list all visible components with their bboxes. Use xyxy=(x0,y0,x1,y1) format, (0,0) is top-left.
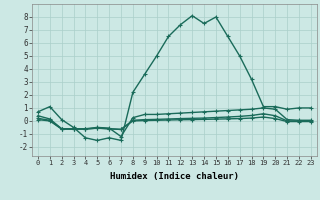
X-axis label: Humidex (Indice chaleur): Humidex (Indice chaleur) xyxy=(110,172,239,181)
